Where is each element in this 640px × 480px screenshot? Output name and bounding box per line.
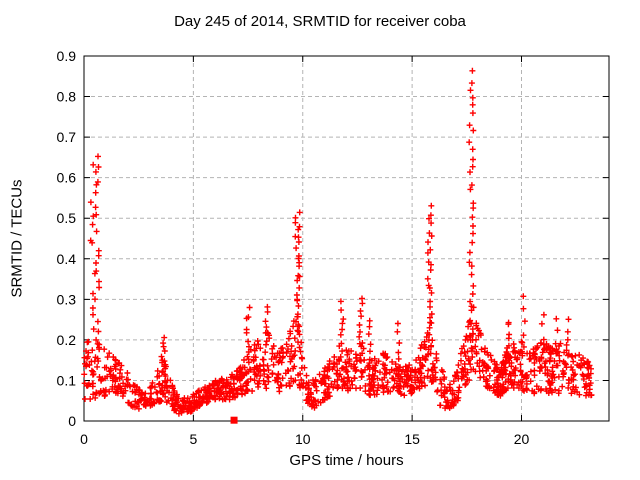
data-points xyxy=(81,67,595,417)
x-axis-title: GPS time / hours xyxy=(289,452,404,469)
plot-frame xyxy=(83,55,610,422)
x-tick-label: 10 xyxy=(295,431,311,447)
x-tick-label: 0 xyxy=(80,431,88,447)
x-tick-label: 15 xyxy=(404,431,420,447)
special-square-marker xyxy=(230,416,238,424)
y-tick-label: 0.8 xyxy=(57,89,77,105)
y-tick-label: 0.2 xyxy=(57,332,77,348)
x-tick-label: 5 xyxy=(189,431,197,447)
y-tick-label: 0.7 xyxy=(57,129,77,145)
x-tick-label: 20 xyxy=(514,431,530,447)
chart-title: Day 245 of 2014, SRMTID for receiver cob… xyxy=(174,13,466,30)
y-tick-label: 0.6 xyxy=(57,170,77,186)
y-tick-label: 0.4 xyxy=(57,251,77,267)
y-tick-label: 0.1 xyxy=(57,372,77,388)
y-tick-label: 0.9 xyxy=(57,48,77,64)
y-tick-label: 0 xyxy=(68,413,76,429)
y-tick-label: 0.5 xyxy=(57,210,77,226)
y-tick-label: 0.3 xyxy=(57,291,77,307)
